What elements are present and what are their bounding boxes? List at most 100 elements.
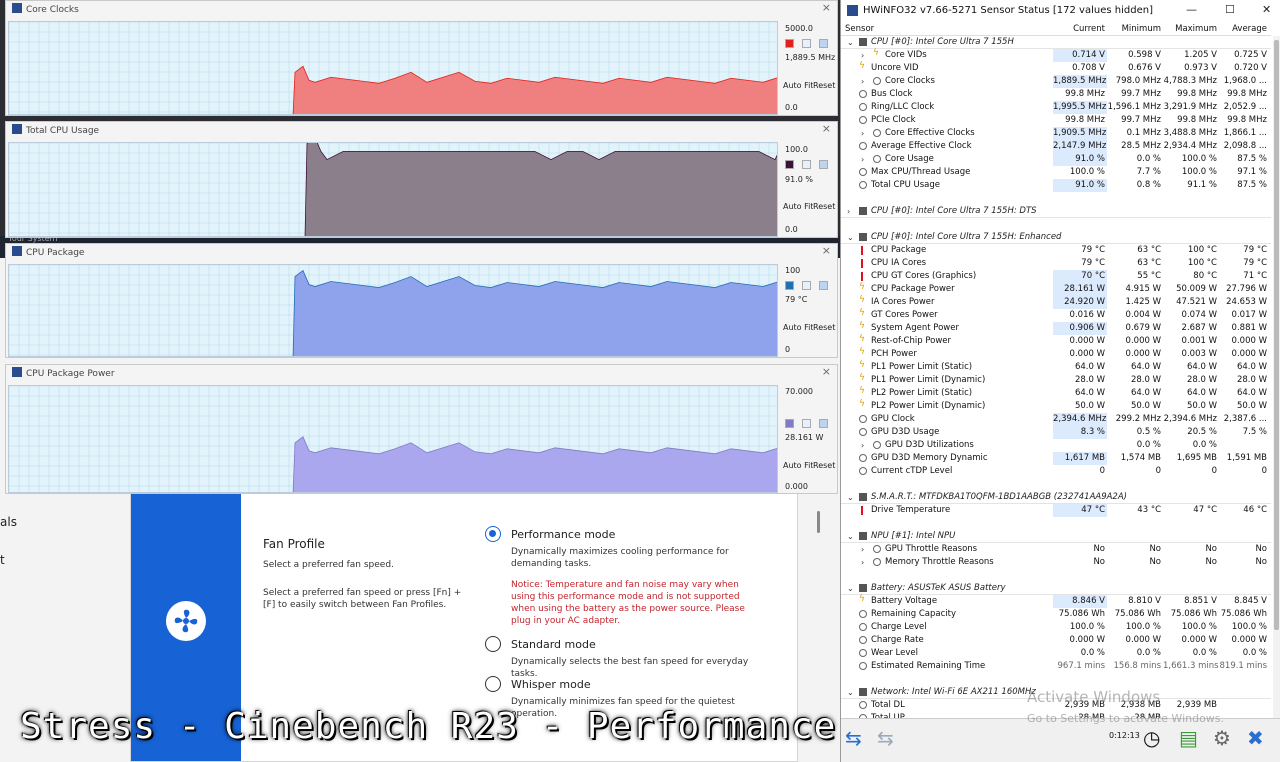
close-icon[interactable]: × xyxy=(821,1,831,14)
sensor-group[interactable]: ⌄ S.M.A.R.T.: MTFDKBA1T0QFM-1BD1AABGB (23… xyxy=(841,491,1271,504)
series-color-swatch[interactable] xyxy=(785,39,794,48)
sensor-row[interactable]: CPU Package 79 °C 63 °C 100 °C 79 °C xyxy=(841,244,1271,257)
hwinfo-sensor-window[interactable]: HWiNFO32 v7.66-5271 Sensor Status [172 v… xyxy=(840,0,1280,762)
sensor-row[interactable]: Ring/LLC Clock 1,995.5 MHz 1,596.1 MHz 3,29… xyxy=(841,101,1271,114)
collapse-icon[interactable]: ⌄ xyxy=(847,584,854,593)
autofit-button[interactable]: Auto Fit xyxy=(783,461,814,470)
sensor-row[interactable]: GPU D3D Memory Dynamic 1,617 MB 1,574 MB 1,… xyxy=(841,452,1271,465)
nav-sync-icon[interactable]: ⇆ xyxy=(877,726,894,750)
expand-icon[interactable]: › xyxy=(861,77,865,86)
sensor-row[interactable]: ϟ PCH Power 0.000 W 0.000 W 0.003 W 0.000 W xyxy=(841,348,1271,361)
expand-icon[interactable]: › xyxy=(861,558,865,567)
sensor-row[interactable]: GPU D3D Usage 8.3 % 0.5 % 20.5 % 7.5 % xyxy=(841,426,1271,439)
swatch-slot[interactable] xyxy=(802,281,811,290)
swatch-slot[interactable] xyxy=(802,160,811,169)
expand-icon[interactable]: › xyxy=(861,545,865,554)
sensor-row[interactable]: ϟ System Agent Power 0.906 W 0.679 W 2.687 W… xyxy=(841,322,1271,335)
expand-icon[interactable]: › xyxy=(861,441,865,450)
col-average[interactable]: Average xyxy=(1232,24,1267,34)
whisper-mode-label[interactable]: Whisper mode xyxy=(511,678,591,691)
graph-window-total-cpu-usage[interactable]: Total CPU Usage × 100.0 91.0 % Auto Fit … xyxy=(5,121,838,238)
sensor-row[interactable]: Max CPU/Thread Usage 100.0 % 7.7 % 100.0 % 9… xyxy=(841,166,1271,179)
sensor-row[interactable]: › Core Effective Clocks 1,909.5 MHz 0.1 MHz… xyxy=(841,127,1271,140)
collapse-icon[interactable]: ⌄ xyxy=(847,38,854,47)
autofit-button[interactable]: Auto Fit xyxy=(783,323,814,332)
minimize-icon[interactable]: — xyxy=(1186,3,1197,16)
collapse-icon[interactable]: ⌄ xyxy=(847,688,854,697)
expand-icon[interactable]: › xyxy=(861,129,865,138)
series-color-swatch[interactable] xyxy=(785,160,794,169)
graph-window-core-clocks[interactable]: Core Clocks × 5000.0 1,889.5 MHz Auto Fi… xyxy=(5,0,838,116)
expand-icon[interactable]: › xyxy=(847,207,851,216)
sensor-row[interactable]: CPU IA Cores 79 °C 63 °C 100 °C 79 °C xyxy=(841,257,1271,270)
sensor-row[interactable]: ϟ GT Cores Power 0.016 W 0.004 W 0.074 W 0.01… xyxy=(841,309,1271,322)
graph-window-cpu-package[interactable]: CPU Package × 100 79 °C Auto Fit Reset 0 xyxy=(5,243,838,358)
sensor-row[interactable]: ϟ Battery Voltage 8.846 V 8.810 V 8.851 V 8.8… xyxy=(841,595,1271,608)
reset-button[interactable]: Reset xyxy=(813,202,836,211)
performance-mode-label[interactable]: Performance mode xyxy=(511,528,616,541)
graph-window-cpu-package-power[interactable]: CPU Package Power × 70.000 28.161 W Auto… xyxy=(5,364,838,494)
reset-button[interactable]: Reset xyxy=(813,323,836,332)
col-sensor[interactable]: Sensor xyxy=(845,24,875,34)
collapse-icon[interactable]: ⌄ xyxy=(847,493,854,502)
sensor-row[interactable]: Total CPU Usage 91.0 % 0.8 % 91.1 % 87.5 % xyxy=(841,179,1271,192)
panel-scrollbar[interactable] xyxy=(817,511,820,533)
expand-icon[interactable]: › xyxy=(861,51,865,60)
sensor-row[interactable]: Remaining Capacity 75.086 Wh 75.086 Wh 75.0… xyxy=(841,608,1271,621)
close-icon[interactable]: ✕ xyxy=(1262,3,1272,16)
swatch-slot[interactable] xyxy=(819,419,828,428)
close-x-icon[interactable]: ✖ xyxy=(1247,726,1264,750)
sensor-row[interactable]: ϟ IA Cores Power 24.920 W 1.425 W 47.521 W 24… xyxy=(841,296,1271,309)
sensor-row[interactable]: ϟ PL1 Power Limit (Static) 64.0 W 64.0 W 64.… xyxy=(841,361,1271,374)
sensor-row[interactable]: Estimated Remaining Time 967.1 mins 156.8 … xyxy=(841,660,1271,673)
standard-mode-radio[interactable] xyxy=(485,636,501,652)
sensor-row[interactable]: Total DL 2,939 MB 2,938 MB 2,939 MB xyxy=(841,699,1271,712)
col-current[interactable]: Current xyxy=(1073,24,1105,34)
add-report-icon[interactable]: ▤ xyxy=(1179,726,1198,750)
close-icon[interactable]: × xyxy=(821,365,831,378)
sensor-row[interactable]: CPU GT Cores (Graphics) 70 °C 55 °C 80 °C 71… xyxy=(841,270,1271,283)
collapse-icon[interactable]: ⌄ xyxy=(847,532,854,541)
autofit-button[interactable]: Auto Fit xyxy=(783,202,814,211)
sensor-row[interactable]: ϟ PL2 Power Limit (Static) 64.0 W 64.0 W 64.… xyxy=(841,387,1271,400)
standard-mode-label[interactable]: Standard mode xyxy=(511,638,596,651)
collapse-icon[interactable]: ⌄ xyxy=(847,233,854,242)
swatch-slot[interactable] xyxy=(802,39,811,48)
whisper-mode-radio[interactable] xyxy=(485,676,501,692)
performance-mode-radio[interactable] xyxy=(485,526,501,542)
sensor-row[interactable]: PCIe Clock 99.8 MHz 99.7 MHz 99.8 MHz 99.8 M… xyxy=(841,114,1271,127)
sensor-row[interactable]: ϟ PL1 Power Limit (Dynamic) 28.0 W 28.0 W 28… xyxy=(841,374,1271,387)
swatch-slot[interactable] xyxy=(819,160,828,169)
sensor-row[interactable]: Total UP 28 MB 28 MB xyxy=(841,712,1271,718)
swatch-slot[interactable] xyxy=(802,419,811,428)
sensor-row[interactable]: Bus Clock 99.8 MHz 99.7 MHz 99.8 MHz 99.8 MH… xyxy=(841,88,1271,101)
sensor-group[interactable]: ⌄ CPU [#0]: Intel Core Ultra 7 155H: Enha… xyxy=(841,231,1271,244)
sensor-row[interactable]: › GPU D3D Utilizations 0.0 % 0.0 % xyxy=(841,439,1271,452)
sensor-group[interactable]: ⌄ CPU [#0]: Intel Core Ultra 7 155H xyxy=(841,36,1271,49)
settings-gear-icon[interactable]: ⚙ xyxy=(1213,726,1231,750)
autofit-button[interactable]: Auto Fit xyxy=(783,81,814,90)
sensor-row[interactable]: ϟ Rest-of-Chip Power 0.000 W 0.000 W 0.001 W… xyxy=(841,335,1271,348)
sensor-row[interactable]: Average Effective Clock 2,147.9 MHz 28.5 M… xyxy=(841,140,1271,153)
sensor-row[interactable]: GPU Clock 2,394.6 MHz 299.2 MHz 2,394.6 MHz… xyxy=(841,413,1271,426)
close-icon[interactable]: × xyxy=(821,122,831,135)
sensor-row[interactable]: ϟ PL2 Power Limit (Dynamic) 50.0 W 50.0 W 50… xyxy=(841,400,1271,413)
maximize-icon[interactable]: ☐ xyxy=(1225,3,1235,16)
sensor-group[interactable]: ⌄ NPU [#1]: Intel NPU xyxy=(841,530,1271,543)
sensor-row[interactable]: › ϟ Core VIDs 0.714 V 0.598 V 1.205 V 0.725 V xyxy=(841,49,1271,62)
col-minimum[interactable]: Minimum xyxy=(1121,24,1161,34)
sensor-row[interactable]: Drive Temperature 47 °C 43 °C 47 °C 46 °C xyxy=(841,504,1271,517)
sensor-row[interactable]: Charge Level 100.0 % 100.0 % 100.0 % 100.0 % xyxy=(841,621,1271,634)
nav-back-forward-icon[interactable]: ⇆ xyxy=(845,726,862,750)
sensor-row[interactable]: Wear Level 0.0 % 0.0 % 0.0 % 0.0 % xyxy=(841,647,1271,660)
col-maximum[interactable]: Maximum xyxy=(1175,24,1217,34)
swatch-slot[interactable] xyxy=(819,39,828,48)
sensor-group[interactable]: ⌄ Battery: ASUSTeK ASUS Battery xyxy=(841,582,1271,595)
sensor-row[interactable]: Charge Rate 0.000 W 0.000 W 0.000 W 0.000 W xyxy=(841,634,1271,647)
sensor-row[interactable]: ϟ Uncore VID 0.708 V 0.676 V 0.973 V 0.720 V xyxy=(841,62,1271,75)
expand-icon[interactable]: › xyxy=(861,155,865,164)
sensor-row[interactable]: › Core Usage 91.0 % 0.0 % 100.0 % 87.5 % xyxy=(841,153,1271,166)
sensor-group[interactable]: ⌄ Network: Intel Wi-Fi 6E AX211 160MHz xyxy=(841,686,1271,699)
clock-icon[interactable]: ◷ xyxy=(1143,726,1161,750)
hwinfo-titlebar[interactable]: HWiNFO32 v7.66-5271 Sensor Status [172 v… xyxy=(841,0,1280,22)
